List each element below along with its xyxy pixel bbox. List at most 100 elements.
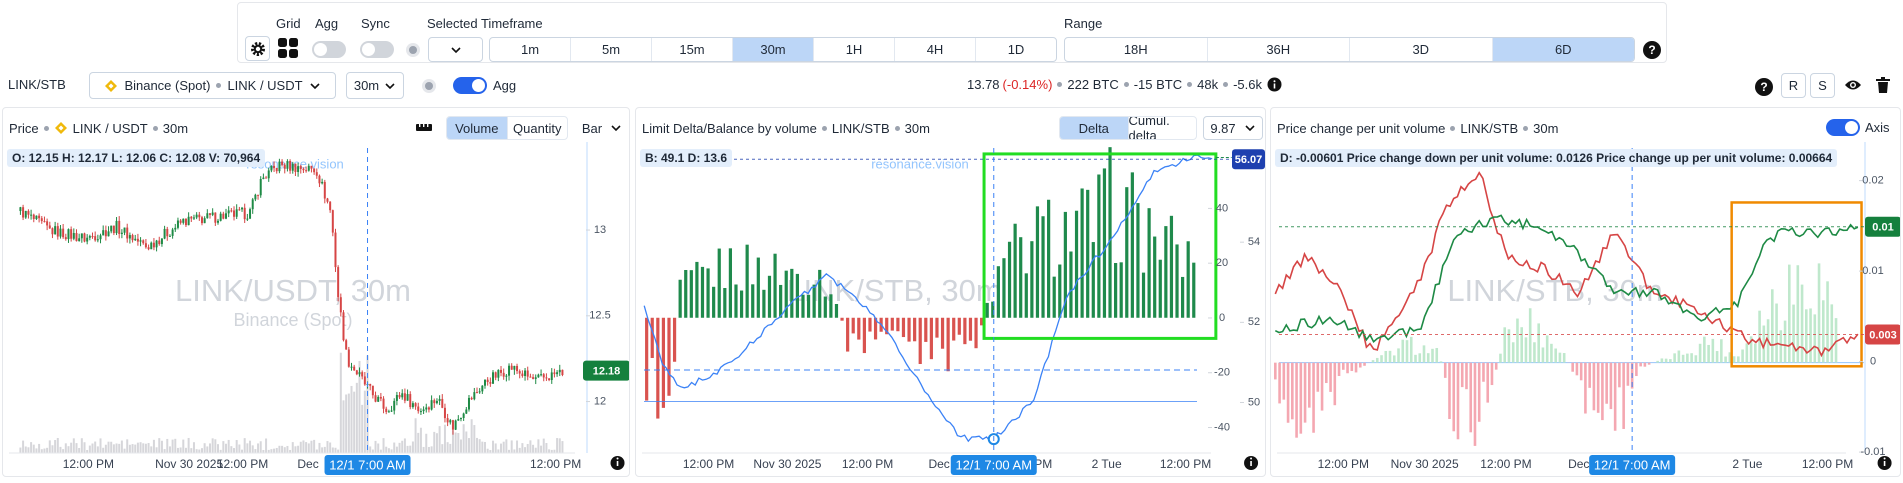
toggle[interactable]: [1826, 119, 1860, 136]
delta-bar: [700, 266, 705, 318]
separator-dot: [152, 125, 158, 131]
ratio-bar: [1511, 342, 1515, 363]
delete-button[interactable]: [1876, 77, 1890, 93]
last-value-tag: [583, 360, 629, 381]
candle-body: [534, 377, 537, 379]
panel-dropdown[interactable]: Bar: [575, 116, 629, 140]
range-button[interactable]: 36H: [1206, 38, 1350, 61]
candle-body: [54, 226, 57, 235]
info-icon[interactable]: [1244, 456, 1259, 470]
panel-dropdown[interactable]: 9.87: [1203, 116, 1263, 140]
delta-bar: [1141, 272, 1146, 318]
ratio-bar: [1622, 362, 1625, 429]
delta-bar: [1002, 258, 1006, 318]
settings-button[interactable]: [245, 36, 270, 61]
volume-bar: [38, 443, 41, 453]
volume-bar: [246, 443, 249, 453]
timeframe-button[interactable]: 5m: [570, 38, 651, 61]
candle-body: [160, 238, 163, 245]
ratio-bar: [1626, 362, 1630, 386]
panel-interval: 30m: [162, 120, 189, 136]
candle-body: [259, 179, 262, 196]
delta-bar: [812, 284, 816, 318]
ratio-bar: [1418, 353, 1422, 363]
volume-bar: [387, 448, 390, 453]
timeframe-button[interactable]: 30m: [732, 38, 813, 61]
volume-bar: [326, 441, 329, 453]
volume-bar: [203, 443, 206, 453]
toggle[interactable]: [312, 41, 346, 58]
volume-bar: [243, 438, 246, 453]
volume-bar: [369, 446, 372, 453]
view-button[interactable]: Quantity: [506, 117, 568, 139]
exchange-dropdown[interactable]: Binance (Spot) LINK / USDT: [89, 72, 336, 99]
panel-interval: 30m: [904, 120, 930, 136]
delta-bar: [795, 273, 799, 318]
help-button[interactable]: ?: [1755, 78, 1773, 96]
candle-body: [86, 237, 89, 242]
y-tick-label: 52: [1248, 316, 1260, 328]
panel: LINK/STB, 30m resonance.vision 40 20 0 -20 -40…: [635, 107, 1266, 477]
timeframe-dropdown[interactable]: [428, 37, 483, 62]
candle-body: [40, 218, 43, 222]
ratio-bar: [1575, 362, 1579, 376]
volume-bar: [225, 443, 228, 453]
icon-shape: [1273, 83, 1276, 89]
candle-body: [521, 373, 524, 376]
delta-bar: [689, 270, 693, 318]
ratio-bar: [1562, 353, 1566, 363]
help-button[interactable]: ?: [1643, 41, 1661, 59]
timeframe-button[interactable]: 1D: [975, 38, 1056, 61]
volume-bar: [62, 449, 65, 453]
action-button[interactable]: R: [1781, 73, 1806, 98]
delta-bar: [661, 317, 666, 408]
ratio-bar: [1528, 308, 1532, 363]
dropdown-value: 9.87: [1210, 120, 1236, 136]
volume-bar: [128, 444, 131, 453]
info-icon[interactable]: [610, 456, 625, 470]
x-tick-label: 12:00 PM: [1480, 457, 1531, 471]
volume-bar: [395, 446, 398, 453]
view-button[interactable]: Volume: [447, 117, 507, 139]
timeframe-button[interactable]: 1H: [813, 38, 894, 61]
range-button[interactable]: 18H: [1123, 42, 1148, 57]
volume-bar: [134, 444, 137, 453]
delta-bar: [935, 317, 939, 338]
radio-button[interactable]: [405, 42, 421, 58]
ratio-bar: [1707, 344, 1710, 363]
info-icon[interactable]: [1877, 456, 1892, 470]
range-button[interactable]: 3D: [1349, 38, 1492, 61]
volume-bar: [540, 445, 543, 453]
ratio-bar: [1601, 362, 1604, 421]
gear-icon: [250, 41, 265, 56]
volume-bar: [102, 447, 105, 453]
volume-bar: [67, 446, 70, 453]
grid-button[interactable]: [277, 37, 301, 61]
interval-dropdown[interactable]: 30m: [346, 72, 404, 99]
volume-bar: [59, 446, 62, 453]
ratio-bar: [1524, 337, 1528, 363]
chevron-icon: [450, 46, 461, 53]
toggle[interactable]: [453, 77, 487, 94]
timeframe-button[interactable]: 4H: [894, 38, 975, 61]
action-button[interactable]: S: [1810, 73, 1835, 98]
toggle[interactable]: [360, 41, 394, 58]
timeframe-button[interactable]: 15m: [651, 38, 732, 61]
volume-bar: [27, 447, 30, 453]
visibility-button[interactable]: [1844, 78, 1862, 92]
range-button[interactable]: 6D: [1491, 38, 1634, 61]
view-button[interactable]: Cumul. delta: [1127, 117, 1197, 139]
candle-body: [297, 166, 300, 172]
panel-title: Price: [9, 120, 39, 136]
symbol: LINK/STB: [8, 77, 66, 92]
volume-bar: [532, 444, 535, 453]
radio-button[interactable]: [421, 78, 437, 94]
ratio-bar: [1660, 358, 1664, 363]
candle-body: [451, 420, 454, 430]
panel-header: Price LINK / USDT 30m: [9, 117, 188, 139]
ratio-bar: [1737, 356, 1740, 363]
volume-bar: [259, 441, 262, 453]
ratio-bar: [1643, 362, 1647, 367]
view-button[interactable]: Delta: [1060, 117, 1128, 139]
timeframe-button[interactable]: 1m: [520, 42, 540, 57]
